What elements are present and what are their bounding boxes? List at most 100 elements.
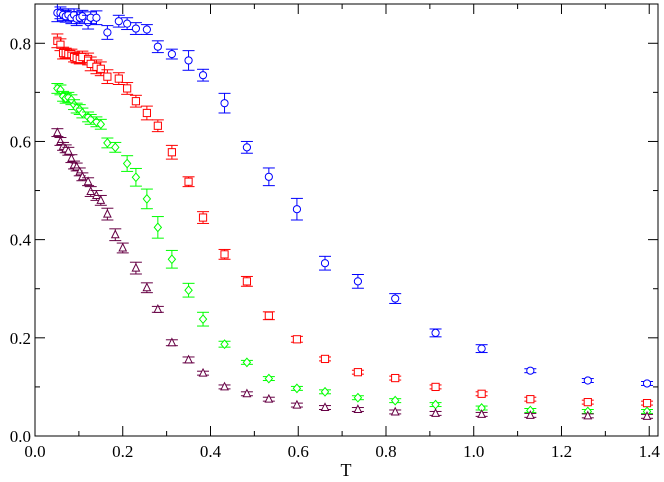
square-marker: [96, 64, 105, 73]
data-point: [197, 311, 210, 327]
data-point: [140, 24, 153, 35]
data-point: [182, 50, 195, 71]
circle-marker: [114, 17, 123, 26]
data-point: [129, 22, 142, 35]
triangle-marker: [390, 406, 400, 416]
diamond-marker: [131, 172, 141, 183]
data-point: [182, 282, 195, 298]
series-4: [51, 127, 654, 420]
diamond-marker: [111, 142, 120, 153]
data-point: [151, 119, 164, 133]
x-axis-label: T: [341, 460, 352, 480]
triangle-marker: [320, 402, 330, 412]
data-point: [389, 293, 402, 304]
data-point: [240, 275, 253, 287]
circle-marker: [92, 13, 101, 22]
data-point: [240, 388, 253, 398]
data-point: [197, 211, 210, 224]
data-point: [182, 354, 195, 364]
square-marker: [526, 395, 535, 404]
square-marker: [642, 399, 652, 408]
data-point: [197, 367, 210, 377]
triangle-marker: [153, 304, 163, 313]
circle-marker: [320, 259, 330, 268]
circle-marker: [131, 24, 141, 33]
data-point: [262, 311, 275, 321]
square-marker: [242, 277, 252, 286]
data-point: [101, 25, 114, 40]
data-point: [197, 68, 210, 82]
circle-marker: [142, 25, 151, 34]
data-point: [290, 197, 303, 221]
data-point: [109, 228, 122, 242]
square-marker: [353, 368, 363, 377]
triangle-marker: [477, 409, 487, 418]
data-point: [218, 248, 231, 260]
square-marker: [153, 121, 162, 130]
diamond-marker: [292, 383, 302, 394]
triangle-marker: [353, 404, 363, 413]
data-point: [262, 167, 275, 187]
data-point: [351, 392, 364, 403]
square-marker: [477, 389, 486, 398]
diamond-marker: [353, 392, 363, 403]
triangle-marker: [92, 190, 101, 199]
circle-marker: [78, 12, 87, 21]
data-point: [524, 410, 537, 419]
circle-marker: [642, 379, 652, 388]
data-point: [121, 155, 134, 172]
square-marker: [103, 72, 112, 81]
diamond-marker: [96, 119, 106, 130]
diamond-marker: [220, 339, 229, 350]
square-marker: [167, 148, 176, 157]
data-point: [84, 11, 97, 25]
circle-marker: [220, 99, 229, 108]
triangle-marker: [142, 282, 152, 292]
data-point: [524, 366, 537, 375]
data-point: [319, 255, 332, 271]
series-2: [51, 33, 654, 408]
data-point: [129, 94, 142, 108]
circle-marker: [167, 49, 176, 59]
triangle-marker: [264, 393, 274, 403]
square-marker: [292, 335, 302, 344]
diamond-marker: [142, 193, 152, 204]
data-point: [101, 207, 114, 221]
y-tick-label: 0.8: [10, 34, 31, 53]
circle-marker: [153, 42, 162, 51]
data-point: [262, 373, 275, 384]
data-point: [51, 127, 64, 138]
x-tick-label: 1.2: [551, 442, 572, 461]
square-marker: [123, 84, 132, 93]
circle-marker: [242, 143, 252, 152]
data-point: [240, 140, 253, 154]
circle-marker: [184, 56, 193, 65]
data-point: [140, 282, 153, 294]
data-point: [116, 242, 129, 254]
triangle-marker: [96, 195, 106, 204]
data-point: [389, 373, 402, 383]
y-tick-label: 0.4: [10, 231, 32, 250]
data-point: [112, 14, 125, 28]
x-tick-label: 0.8: [375, 442, 396, 461]
circle-marker: [123, 19, 132, 28]
circle-marker: [264, 172, 273, 181]
data-point: [151, 304, 164, 313]
data-point: [524, 395, 537, 404]
data-point: [94, 61, 107, 77]
data-point: [475, 403, 488, 413]
circle-marker: [391, 294, 400, 303]
diamond-marker: [320, 386, 330, 397]
data-point: [90, 10, 103, 26]
circle-marker: [477, 344, 486, 353]
data-point: [165, 48, 178, 60]
x-tick-label: 1.0: [463, 442, 484, 461]
triangle-marker: [431, 408, 440, 417]
data-point: [429, 408, 442, 417]
circle-marker: [103, 28, 112, 37]
square-marker: [583, 398, 592, 407]
circle-marker: [353, 277, 363, 286]
data-point: [218, 339, 231, 350]
data-point: [94, 194, 107, 206]
